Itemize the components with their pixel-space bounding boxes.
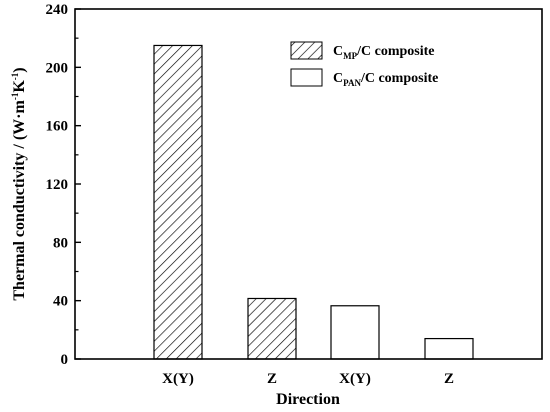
y-axis-ticks: 0 40 80 120 160 200 240 — [46, 2, 81, 368]
legend-label-cpan: CPAN/C composite — [333, 71, 438, 88]
legend-swatch-cmp — [290, 41, 323, 60]
y-tick-label: 200 — [46, 60, 69, 76]
plot-area-frame — [74, 8, 543, 360]
bar-2 — [330, 305, 380, 360]
legend: CMP/C composite CPAN/C composite — [290, 41, 438, 88]
y-axis-title: Thermal conductivity / (W·m-1K-1) — [10, 67, 28, 300]
bars-group — [153, 44, 474, 360]
y-tick-label: 160 — [46, 119, 69, 135]
x-tick-label: Z — [444, 371, 454, 387]
x-tick-label: X(Y) — [339, 371, 371, 387]
y-tick-label: 240 — [46, 2, 69, 18]
x-axis-title: Direction — [276, 391, 340, 408]
bar-1 — [247, 297, 297, 360]
y-tick-label: 0 — [61, 352, 69, 368]
y-tick-label: 40 — [53, 294, 68, 310]
x-tick-label: Z — [267, 371, 277, 387]
y-tick-label: 80 — [53, 235, 68, 251]
x-tick-label: X(Y) — [162, 371, 194, 387]
bar-3 — [424, 337, 474, 360]
x-axis-tick-labels: X(Y) Z X(Y) Z — [162, 371, 454, 387]
bar-0 — [153, 44, 203, 360]
legend-label-cmp: CMP/C composite — [333, 44, 435, 61]
legend-swatch-cpan — [290, 68, 323, 87]
y-tick-label: 120 — [46, 177, 69, 193]
